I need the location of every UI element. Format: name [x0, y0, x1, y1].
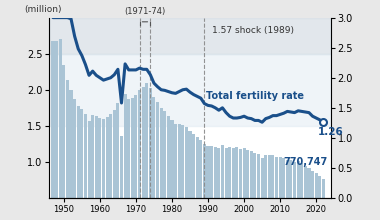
Bar — [152, 97, 155, 220]
Bar — [163, 111, 166, 220]
Bar — [268, 155, 271, 220]
Bar — [59, 39, 62, 220]
Bar — [171, 120, 174, 220]
Bar — [91, 115, 94, 220]
Bar — [282, 158, 285, 220]
Bar — [70, 90, 73, 220]
Bar — [261, 158, 264, 220]
Bar — [120, 136, 123, 220]
Bar — [250, 151, 253, 220]
Bar — [192, 134, 195, 220]
Bar — [109, 114, 112, 220]
Bar — [228, 147, 231, 220]
Bar — [66, 80, 69, 220]
Bar — [73, 99, 76, 220]
Bar — [203, 144, 206, 220]
Bar — [87, 121, 90, 220]
Bar — [293, 162, 296, 220]
Bar — [217, 148, 220, 220]
Bar — [304, 165, 307, 220]
Bar — [106, 117, 109, 220]
Bar — [196, 137, 199, 220]
Bar — [116, 103, 119, 220]
Bar — [221, 145, 224, 220]
Bar — [214, 147, 217, 220]
Bar — [264, 155, 267, 220]
Bar — [181, 125, 184, 220]
Bar — [142, 87, 145, 220]
Bar — [102, 119, 105, 220]
Bar — [232, 148, 235, 220]
Bar — [286, 160, 289, 220]
Text: 1.26: 1.26 — [318, 127, 344, 137]
Bar — [246, 150, 249, 220]
Bar — [124, 94, 127, 220]
Bar — [49, 18, 331, 54]
Bar — [95, 116, 98, 220]
Bar — [188, 131, 192, 220]
Text: Total fertility rate: Total fertility rate — [206, 91, 304, 101]
Bar — [160, 108, 163, 220]
Bar — [77, 106, 80, 220]
Bar — [318, 176, 321, 220]
Bar — [210, 146, 213, 220]
Bar — [178, 124, 181, 220]
Bar — [167, 116, 170, 220]
Bar — [242, 148, 245, 220]
Bar — [49, 54, 331, 126]
Text: (1971-74): (1971-74) — [124, 7, 166, 16]
Bar — [174, 124, 177, 220]
Bar — [127, 99, 130, 220]
Bar — [55, 41, 58, 220]
Bar — [253, 153, 256, 220]
Text: (million): (million) — [24, 5, 62, 14]
Bar — [206, 146, 209, 220]
Bar — [290, 160, 293, 220]
Bar — [275, 157, 278, 220]
Bar — [156, 102, 159, 220]
Text: 1.57 shock (1989): 1.57 shock (1989) — [212, 26, 294, 35]
Bar — [62, 65, 65, 220]
Bar — [322, 178, 325, 220]
Bar — [149, 88, 152, 220]
Bar — [135, 95, 138, 220]
Bar — [257, 154, 260, 220]
Bar — [271, 155, 274, 220]
Bar — [300, 163, 303, 220]
Bar — [51, 41, 55, 220]
Bar — [98, 118, 101, 220]
Bar — [80, 109, 83, 220]
Bar — [315, 173, 318, 220]
Bar — [307, 168, 310, 220]
Bar — [131, 98, 134, 220]
Bar — [199, 139, 202, 220]
Bar — [235, 147, 238, 220]
Bar — [311, 171, 314, 220]
Bar — [239, 149, 242, 220]
Text: 770,747: 770,747 — [283, 157, 328, 167]
Bar — [84, 114, 87, 220]
Bar — [225, 148, 228, 220]
Bar — [297, 161, 300, 220]
Bar — [113, 110, 116, 220]
Bar — [185, 126, 188, 220]
Bar — [145, 83, 148, 220]
Bar — [138, 90, 141, 220]
Bar — [279, 157, 282, 220]
